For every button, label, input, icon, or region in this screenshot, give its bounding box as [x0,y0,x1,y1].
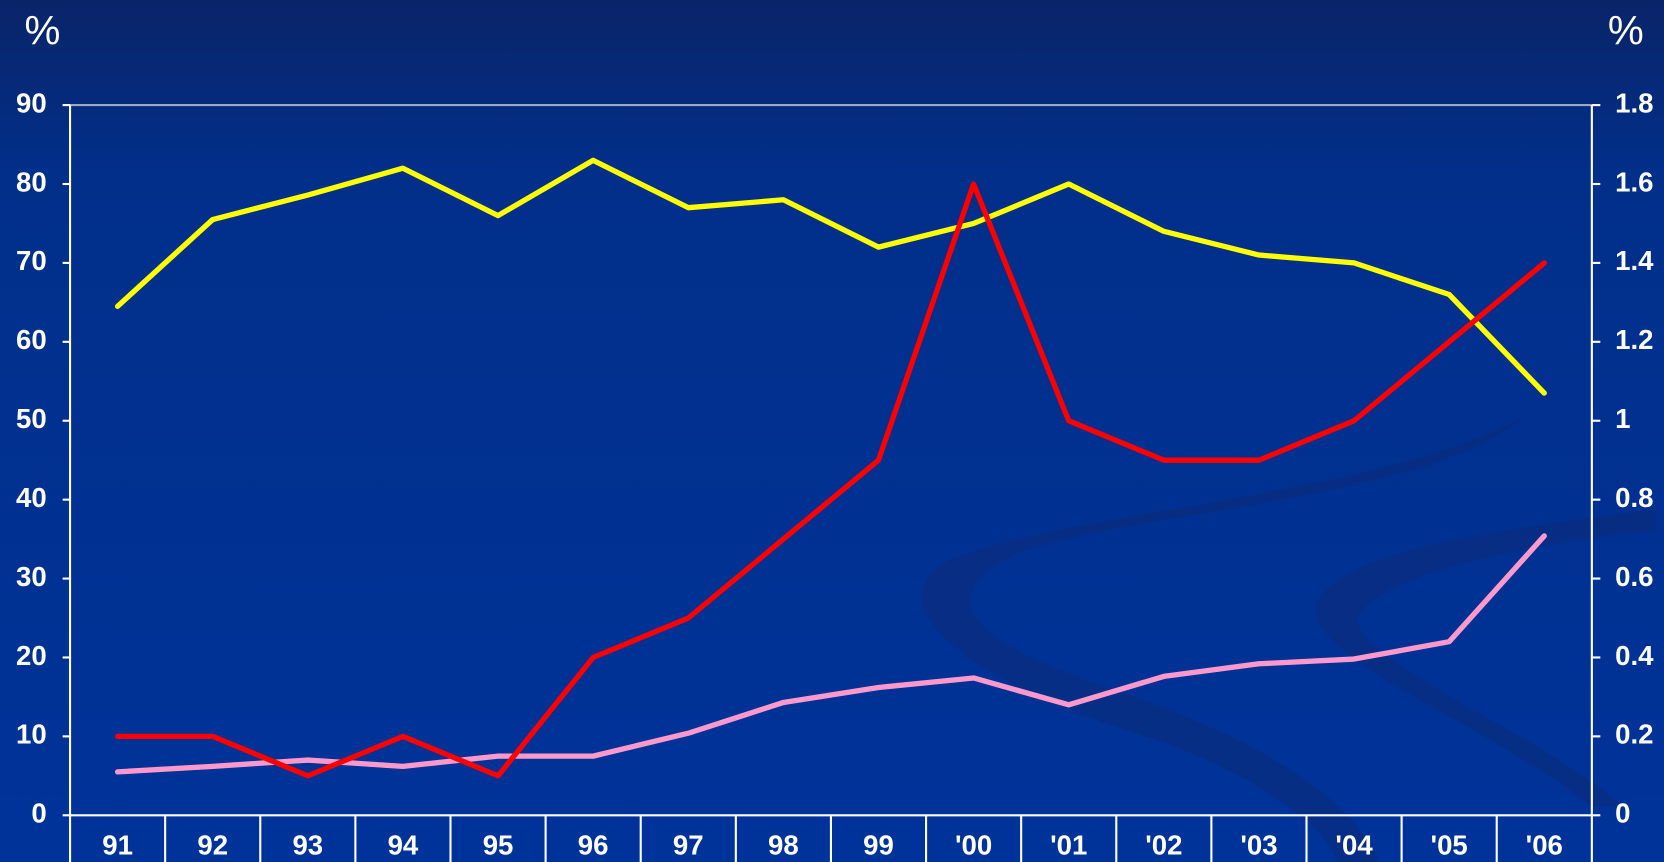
series-line [114,157,1547,396]
series-line [114,181,1547,779]
y2-tick-label: 1.8 [1615,87,1653,118]
y-tick-label: 70 [16,245,47,276]
y-tick-label: 60 [16,324,47,355]
decoration [922,414,1529,862]
y2-tick-label: 0.2 [1615,719,1653,750]
y2-axis-label: % [1608,8,1644,54]
x-tick-label: 96 [578,829,609,860]
x-tick-label: 93 [292,829,323,860]
y-tick-label: 20 [16,640,47,671]
x-tick-label: '05 [1431,829,1468,860]
x-tick-label: '02 [1145,829,1182,860]
x-tick-label: '00 [955,829,992,860]
y-tick-label: 40 [16,482,47,513]
y-tick-label: 10 [16,719,47,750]
y-tick-label: 90 [16,87,47,118]
x-tick-label: 92 [197,829,228,860]
x-tick-label: '01 [1050,829,1087,860]
series-line [114,533,1547,775]
y2-tick-label: 1.6 [1615,166,1653,197]
y-tick-label: 0 [31,798,46,829]
x-tick-label: 94 [388,829,419,860]
y-axis-label: % [25,8,61,54]
decoration [1315,509,1656,807]
y2-tick-label: 0.8 [1615,482,1653,513]
y2-tick-label: 0.4 [1615,640,1654,671]
x-tick-label: 95 [483,829,514,860]
x-tick-label: '04 [1335,829,1373,860]
x-tick-label: 97 [673,829,704,860]
x-tick-label: 99 [863,829,894,860]
y-tick-label: 80 [16,166,47,197]
y2-tick-label: 0 [1615,798,1630,829]
y2-tick-label: 0.6 [1615,561,1653,592]
x-tick-label: '03 [1240,829,1277,860]
x-tick-label: '06 [1526,829,1563,860]
x-tick-label: 98 [768,829,799,860]
y-tick-label: 30 [16,561,47,592]
y2-tick-label: 1.4 [1615,245,1654,276]
y-tick-label: 50 [16,403,47,434]
y2-tick-label: 1 [1615,403,1630,434]
x-tick-label: 91 [102,829,133,860]
y2-tick-label: 1.2 [1615,324,1653,355]
